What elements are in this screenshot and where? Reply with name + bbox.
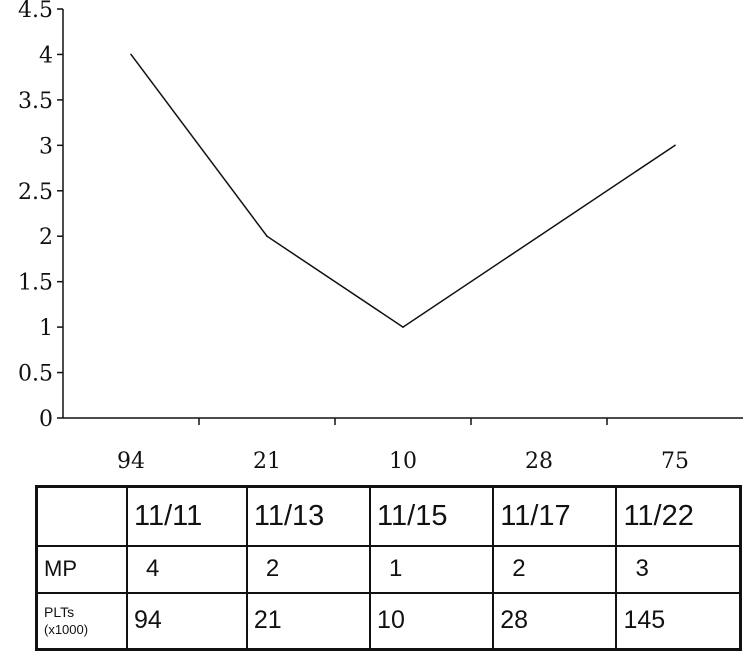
plts-value-cell: 28 (492, 591, 618, 651)
y-tick-label: 4.5 (18, 0, 53, 23)
y-tick-label: 3.5 (18, 89, 53, 114)
chart-axes (62, 9, 743, 419)
y-tick-label: 0.5 (18, 362, 53, 387)
plts-value-cell: 94 (126, 591, 248, 651)
table-row-dates: 11/11 11/13 11/15 11/17 11/22 (35, 485, 742, 547)
plts-value-cell: 10 (369, 591, 495, 651)
mp-value-cell: 4 (126, 544, 248, 594)
table-row-mp: MP 4 2 1 2 3 (35, 544, 742, 594)
plts-label: PLTs (44, 603, 75, 620)
date-cell: 11/17 (492, 485, 618, 547)
table-row-plts: PLTs (x1000) 94 21 10 28 145 (35, 591, 742, 651)
y-tick-label: 3 (39, 134, 53, 159)
line-chart: 0 0.5 1 1.5 2 2.5 3 3.5 4 4.5 94 21 10 28 75 (18, 0, 743, 474)
y-axis-ticks: 0 0.5 1 1.5 2 2.5 3 3.5 4 4.5 (18, 0, 63, 432)
x-tick-label: 10 (389, 449, 417, 474)
data-point (130, 53, 132, 56)
y-tick-label: 2 (39, 225, 53, 250)
data-point (538, 235, 540, 238)
plts-unit-label: (x1000) (44, 621, 89, 637)
mp-value-cell: 2 (492, 544, 618, 594)
mp-value-cell: 3 (615, 544, 742, 594)
data-point (674, 144, 676, 147)
y-tick-label: 1 (39, 316, 53, 341)
date-cell: 11/13 (245, 485, 372, 547)
x-axis-ticks: 94 21 10 28 75 (117, 418, 689, 474)
date-cell: 11/22 (615, 485, 742, 547)
x-tick-label: 94 (117, 449, 145, 474)
data-table: 11/11 11/13 11/15 11/17 11/22 MP 4 2 1 2… (35, 485, 742, 651)
x-tick-label: 75 (661, 449, 689, 474)
y-tick-label: 2.5 (18, 180, 53, 205)
table-corner-cell (35, 485, 128, 547)
date-cell: 11/15 (369, 485, 495, 547)
date-cell: 11/11 (126, 485, 248, 547)
y-tick-label: 0 (39, 407, 53, 432)
x-tick-label: 28 (525, 449, 553, 474)
series-layer (130, 53, 676, 329)
data-point (266, 235, 268, 238)
y-tick-label: 1.5 (18, 271, 53, 296)
series-line (130, 53, 676, 329)
mp-value-cell: 2 (245, 544, 372, 594)
y-tick-label: 4 (39, 43, 53, 68)
plts-value-cell: 145 (615, 591, 742, 651)
data-point (402, 326, 404, 328)
mp-value-cell: 1 (369, 544, 495, 594)
plts-row-label: PLTs (x1000) (35, 591, 128, 651)
plts-value-cell: 21 (245, 591, 372, 651)
mp-row-label: MP (35, 544, 128, 594)
x-tick-label: 21 (253, 449, 281, 474)
